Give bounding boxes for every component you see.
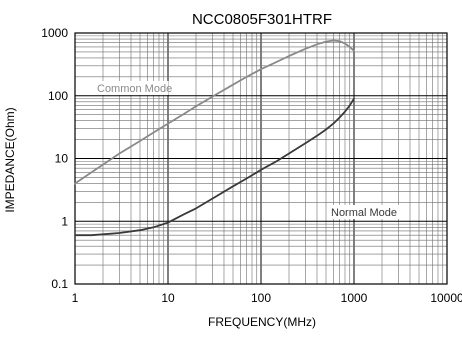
x-tick-label: 1000 (341, 291, 368, 305)
y-tick-label: 1000 (41, 26, 68, 40)
chart-title: NCC0805F301HTRF (192, 11, 332, 28)
series-layer (74, 39, 355, 237)
series-annotation: Common Mode (97, 83, 172, 95)
tick-labels: 1 10 100 1000 10000 0.1 1 10 100 1000 (41, 26, 462, 305)
normal-mode-line (74, 97, 355, 237)
y-tick-label: 100 (48, 89, 68, 103)
x-axis-label: FREQUENCY(MHz) (208, 315, 316, 329)
x-tick-label: 10000 (430, 291, 462, 305)
annotation-background (95, 81, 169, 95)
y-tick-label: 10 (55, 152, 69, 166)
y-axis-label: IMPEDANCE(Ohm) (3, 107, 17, 212)
annotations: Common Mode Normal Mode (95, 81, 403, 219)
common-mode-line (74, 39, 355, 185)
series-annotation: Normal Mode (331, 207, 397, 219)
x-tick-label: 1 (72, 291, 79, 305)
annotation-background (329, 205, 403, 219)
plot-frame (74, 32, 448, 285)
y-tick-label: 1 (61, 214, 68, 228)
x-tick-label: 100 (251, 291, 271, 305)
x-tick-label: 10 (161, 291, 175, 305)
y-tick-label: 0.1 (51, 277, 68, 291)
grid (74, 33, 447, 285)
